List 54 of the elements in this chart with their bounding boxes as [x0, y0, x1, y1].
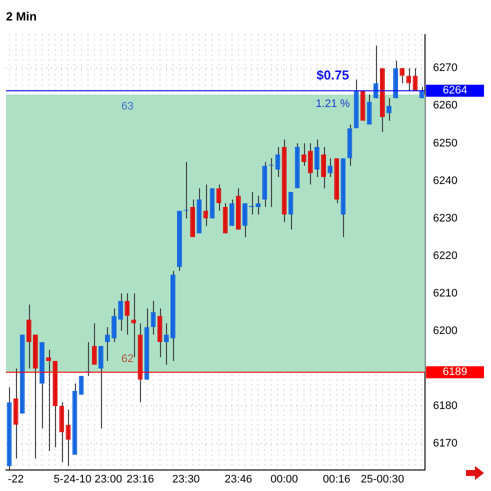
candlestick	[105, 326, 110, 362]
candlestick	[242, 202, 248, 238]
candlestick	[249, 192, 254, 216]
y-tick-label: 6220	[433, 250, 458, 262]
annotation: $0.75	[316, 67, 350, 82]
x-tick-label: 23:46	[224, 473, 252, 486]
chart-title: 2 Min	[6, 10, 37, 24]
candlestick	[412, 68, 418, 92]
candlestick	[256, 195, 261, 216]
candlestick	[124, 292, 130, 336]
candlestick	[328, 158, 333, 178]
candlestick	[366, 94, 372, 125]
y-tick-label: 6270	[433, 62, 458, 74]
x-tick-label: 5-24-10 23:00	[54, 473, 122, 486]
annotation: 63	[121, 100, 134, 112]
candlestick	[92, 322, 97, 366]
candlestick	[373, 45, 378, 99]
candlestick	[112, 308, 116, 343]
x-tick-label: 00:00	[270, 473, 298, 486]
y-tick-label: 6200	[433, 324, 458, 337]
x-tick-label: 00:16	[322, 473, 350, 486]
annotation: 1.21 %	[316, 98, 350, 110]
candlestick	[131, 292, 136, 358]
y-tick-label: 6180	[433, 400, 458, 412]
candlestick	[308, 142, 313, 186]
candlestick	[98, 345, 104, 430]
y-tick-label: 6240	[433, 174, 458, 187]
y-tick-label: 6210	[433, 287, 458, 300]
y-tick-label: 6260	[433, 100, 458, 112]
candlestick	[406, 68, 412, 92]
candlestick	[66, 409, 71, 467]
x-tick-label: 23:30	[172, 473, 200, 486]
candlestick	[164, 322, 169, 366]
candlestick	[275, 146, 280, 178]
candlestick	[26, 304, 32, 369]
ref-line-label: 6189	[442, 366, 468, 378]
x-tick-label: -22	[8, 473, 24, 486]
candlestick	[203, 184, 208, 226]
candlestick	[229, 199, 234, 226]
x-tick-label: 23:16	[126, 473, 154, 486]
x-tick-label: 25-00:30	[360, 473, 404, 486]
ref-line-label: 6264	[442, 84, 468, 97]
candlestick	[321, 146, 326, 189]
y-tick-label: 6170	[433, 438, 458, 450]
annotation: 62	[121, 352, 134, 365]
candlestick	[118, 292, 124, 332]
candlestick	[46, 349, 52, 452]
y-tick-label: 6250	[433, 137, 458, 150]
candlestick	[301, 142, 306, 166]
candlestick	[314, 138, 320, 178]
candlestick	[150, 300, 156, 336]
candlestick	[386, 98, 392, 122]
candlestick	[400, 68, 405, 84]
y-tick-label: 6230	[433, 212, 458, 224]
